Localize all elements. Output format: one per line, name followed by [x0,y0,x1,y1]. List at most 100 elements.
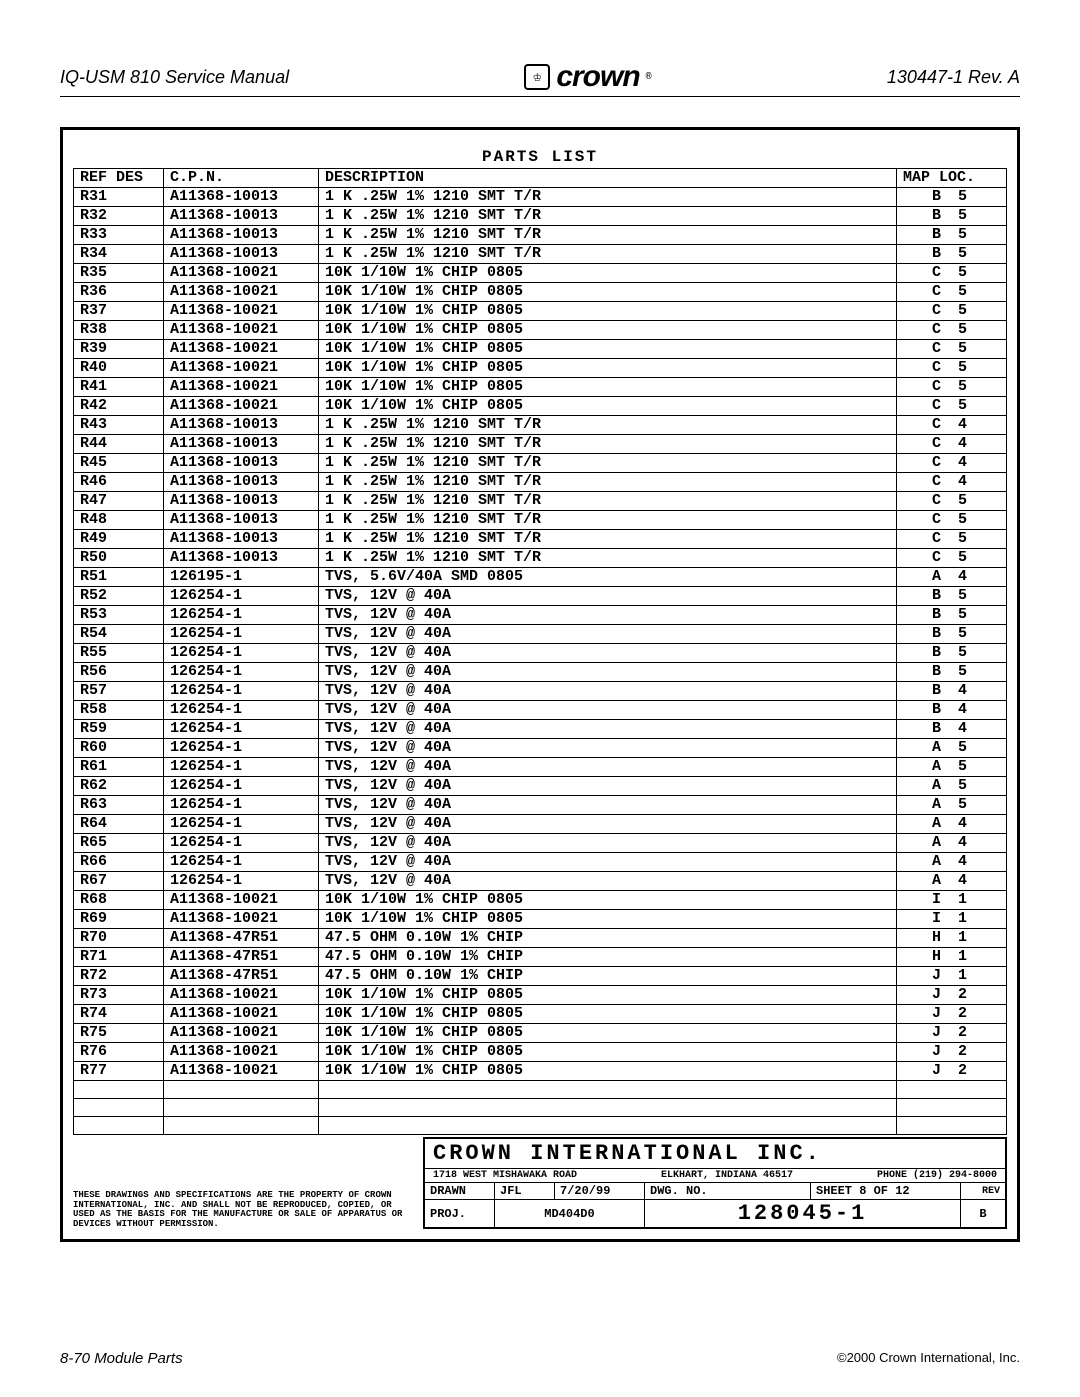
ref-des: R50 [74,549,164,568]
ref-des: R56 [74,663,164,682]
ref-des: R38 [74,321,164,340]
table-row: R49A11368-100131 K .25W 1% 1210 SMT T/RC… [74,530,1007,549]
table-row: R54126254-1TVS, 12V @ 40AB 5 [74,625,1007,644]
description: 10K 1/10W 1% CHIP 0805 [319,359,897,378]
map-loc: C 5 [897,492,1007,511]
ref-des: R36 [74,283,164,302]
table-row: R48A11368-100131 K .25W 1% 1210 SMT T/RC… [74,511,1007,530]
ref-des: R66 [74,853,164,872]
cpn: A11368-10013 [164,226,319,245]
city-state: ELKHART, INDIANA 46517 [661,1170,793,1181]
ref-des: R75 [74,1024,164,1043]
map-loc: C 5 [897,340,1007,359]
description: 10K 1/10W 1% CHIP 0805 [319,264,897,283]
cpn: A11368-10013 [164,207,319,226]
map-loc: A 4 [897,853,1007,872]
ref-des: R68 [74,891,164,910]
cpn: A11368-10021 [164,397,319,416]
table-row: R68A11368-1002110K 1/10W 1% CHIP 0805I 1 [74,891,1007,910]
cpn: 126254-1 [164,682,319,701]
cpn: A11368-10013 [164,188,319,207]
crown-logo-icon: ♔ [524,64,550,90]
address-row: 1718 WEST MISHAWAKA ROAD ELKHART, INDIAN… [425,1169,1005,1183]
description: 10K 1/10W 1% CHIP 0805 [319,321,897,340]
map-loc: C 5 [897,321,1007,340]
rev-cell: B [961,1200,1005,1227]
description: TVS, 12V @ 40A [319,796,897,815]
description: 1 K .25W 1% 1210 SMT T/R [319,188,897,207]
ref-des: R73 [74,986,164,1005]
table-row: R65126254-1TVS, 12V @ 40AA 4 [74,834,1007,853]
map-loc: A 4 [897,568,1007,587]
description: TVS, 12V @ 40A [319,872,897,891]
ref-des: R44 [74,435,164,454]
cpn [164,1081,319,1099]
description: 47.5 OHM 0.10W 1% CHIP [319,929,897,948]
table-row: R64126254-1TVS, 12V @ 40AA 4 [74,815,1007,834]
cpn: A11368-47R51 [164,967,319,986]
map-loc: C 5 [897,530,1007,549]
cpn: A11368-10021 [164,1024,319,1043]
rev-value: B [979,1207,986,1221]
description: 10K 1/10W 1% CHIP 0805 [319,1043,897,1062]
table-row: R36A11368-1002110K 1/10W 1% CHIP 0805C 5 [74,283,1007,302]
cpn: A11368-10021 [164,1043,319,1062]
table-row [74,1081,1007,1099]
description: 47.5 OHM 0.10W 1% CHIP [319,948,897,967]
table-row: R34A11368-100131 K .25W 1% 1210 SMT T/RB… [74,245,1007,264]
description: 10K 1/10W 1% CHIP 0805 [319,378,897,397]
map-loc: C 4 [897,473,1007,492]
map-loc: A 5 [897,758,1007,777]
table-row: R74A11368-1002110K 1/10W 1% CHIP 0805J 2 [74,1005,1007,1024]
map-loc: B 4 [897,682,1007,701]
ref-des: R60 [74,739,164,758]
ref-des: R32 [74,207,164,226]
ref-des: R69 [74,910,164,929]
title-block-grid: DRAWN JFL 7/20/99 DWG. NO. SHEET 8 OF 12… [425,1183,1005,1227]
ref-des: R47 [74,492,164,511]
map-loc: A 5 [897,796,1007,815]
description: TVS, 12V @ 40A [319,739,897,758]
map-loc: B 4 [897,701,1007,720]
table-row: R60126254-1TVS, 12V @ 40AA 5 [74,739,1007,758]
map-loc: B 4 [897,720,1007,739]
description: TVS, 12V @ 40A [319,777,897,796]
map-loc [897,1099,1007,1117]
description: TVS, 12V @ 40A [319,625,897,644]
table-row: R63126254-1TVS, 12V @ 40AA 5 [74,796,1007,815]
map-loc: C 5 [897,302,1007,321]
cpn: A11368-10021 [164,891,319,910]
description: 47.5 OHM 0.10W 1% CHIP [319,967,897,986]
description: TVS, 5.6V/40A SMD 0805 [319,568,897,587]
col-map: MAP LOC. [897,169,1007,188]
description: 10K 1/10W 1% CHIP 0805 [319,910,897,929]
table-row: R46A11368-100131 K .25W 1% 1210 SMT T/RC… [74,473,1007,492]
table-row: R37A11368-1002110K 1/10W 1% CHIP 0805C 5 [74,302,1007,321]
cpn: 126254-1 [164,758,319,777]
ref-des: R72 [74,967,164,986]
cpn: 126254-1 [164,796,319,815]
table-row [74,1099,1007,1117]
description: 10K 1/10W 1% CHIP 0805 [319,302,897,321]
description [319,1099,897,1117]
cpn: A11368-10013 [164,511,319,530]
description: 1 K .25W 1% 1210 SMT T/R [319,245,897,264]
table-row: R56126254-1TVS, 12V @ 40AB 5 [74,663,1007,682]
ref-des: R35 [74,264,164,283]
cpn: 126254-1 [164,625,319,644]
cpn: 126254-1 [164,739,319,758]
ref-des: R65 [74,834,164,853]
description: 10K 1/10W 1% CHIP 0805 [319,1005,897,1024]
cpn: 126195-1 [164,568,319,587]
cpn: A11368-10021 [164,340,319,359]
drawn-label: DRAWN [425,1183,495,1200]
company-row: CROWN INTERNATIONAL INC. [425,1139,1005,1169]
map-loc: I 1 [897,910,1007,929]
description: 1 K .25W 1% 1210 SMT T/R [319,435,897,454]
col-ref: REF DES [74,169,164,188]
cpn: 126254-1 [164,663,319,682]
description: 1 K .25W 1% 1210 SMT T/R [319,549,897,568]
ref-des: R59 [74,720,164,739]
table-row: R73A11368-1002110K 1/10W 1% CHIP 0805J 2 [74,986,1007,1005]
crown-logo: ♔ crown ® [524,60,651,94]
